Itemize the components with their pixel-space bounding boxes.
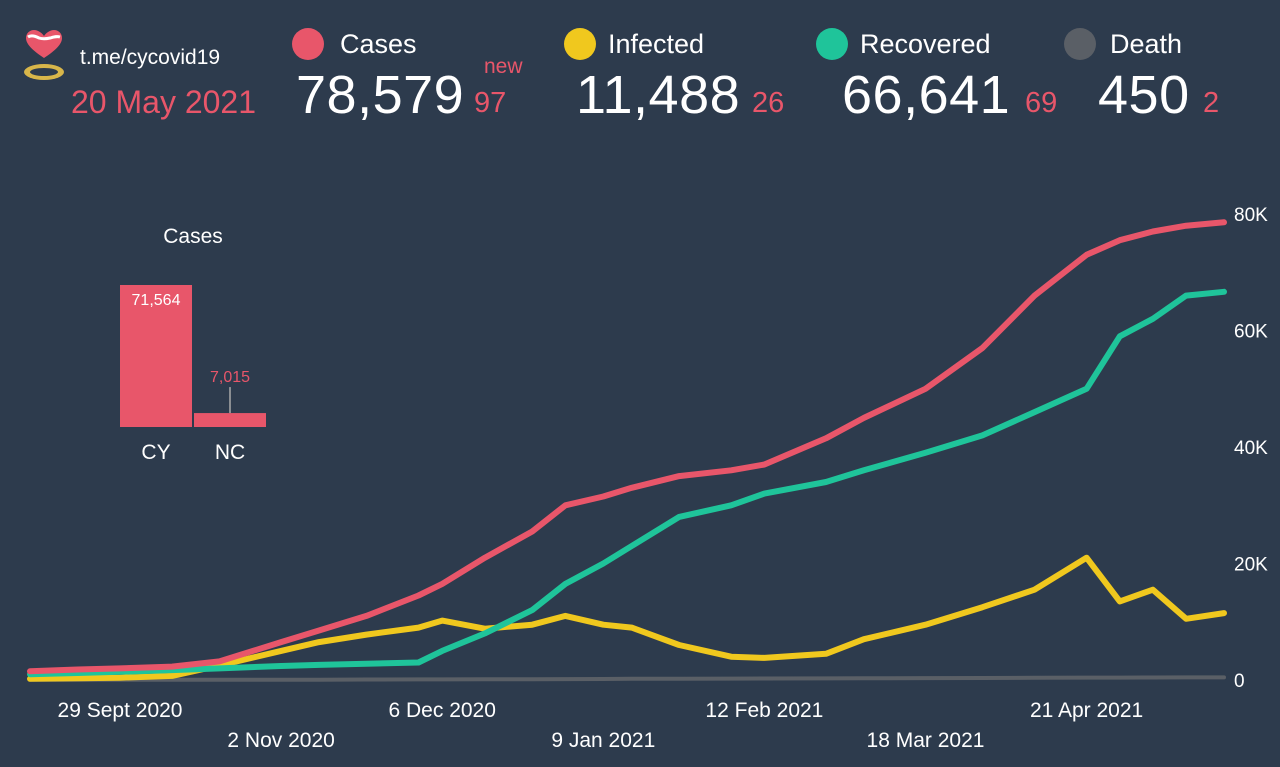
recovered-total: 66,641 [842,65,1011,125]
death-total: 450 [1098,65,1190,125]
bar-nc [194,413,266,427]
bar-value-label: 7,015 [210,369,250,386]
x-tick-label: 18 Mar 2021 [867,729,985,752]
y-tick-label: 20K [1234,555,1268,576]
x-tick-label: 21 Apr 2021 [1030,699,1143,722]
recovered-new: 69 [1025,87,1058,119]
source-link[interactable]: t.me/cycovid19 [80,46,221,69]
series-line-death [28,675,1226,682]
series-line-infected [27,554,1227,682]
infected-new: 26 [752,87,785,119]
cases-legend-dot [292,28,324,60]
death-new: 2 [1203,87,1220,119]
infected-total: 11,488 [576,65,741,125]
cyprus-heart-logo [22,28,66,88]
bar-category-label: NC [215,441,245,464]
x-tick-label: 12 Feb 2021 [705,699,823,722]
series-line-recovered [27,288,1227,678]
y-tick-label: 40K [1234,438,1268,459]
recovered-legend-label: Recovered [860,29,991,59]
y-tick-label: 80K [1234,205,1268,226]
recovered-legend-dot [816,28,848,60]
series-line-cases [27,219,1227,675]
death-legend-label: Death [1110,29,1183,59]
bar-cy [120,285,192,427]
inset-chart-title: Cases [163,225,223,248]
x-tick-label: 6 Dec 2020 [389,699,496,722]
x-tick-label: 29 Sept 2020 [58,699,183,722]
infected-legend-label: Infected [608,29,705,59]
cases-legend-label: Cases [340,29,417,59]
death-legend-dot [1064,28,1096,60]
new-label: new [484,55,523,78]
x-tick-label: 9 Jan 2021 [551,729,655,752]
bar-category-label: CY [141,441,170,464]
y-tick-label: 0 [1234,671,1245,692]
x-tick-label: 2 Nov 2020 [227,729,334,752]
report-date: 20 May 2021 [71,84,257,120]
cases-total: 78,579 [296,65,465,125]
cases-new: 97 [474,87,507,119]
y-tick-label: 60K [1234,322,1268,343]
infected-legend-dot [564,28,596,60]
bar-value-label: 71,564 [132,292,181,309]
